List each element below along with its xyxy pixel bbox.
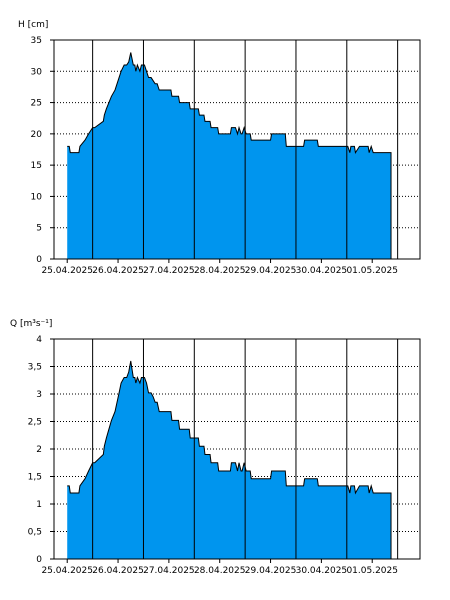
y-tick-label: 5 — [36, 224, 42, 234]
x-tick-label: 28.04.2025 — [194, 566, 246, 576]
y-axis-label: Q [m³s⁻¹] — [10, 319, 52, 329]
y-tick-label: 1 — [36, 500, 42, 510]
area-fill — [67, 361, 392, 559]
y-tick-label: 0 — [36, 255, 42, 265]
y-tick-label: 35 — [31, 36, 42, 46]
y-tick-label: 0 — [36, 555, 42, 565]
water-level-chart: 0 5 10 15 20 25 30 35 25.04.2025 26.04.2025 27.04.… — [18, 20, 421, 276]
y-tick-label: 2 — [36, 445, 42, 455]
y-tick-label: 3 — [36, 390, 42, 400]
x-tick-label: 29.04.2025 — [245, 566, 297, 576]
y-tick-label: 3,5 — [28, 363, 42, 373]
y-tick-label: 10 — [31, 192, 43, 202]
y-tick-label: 0,5 — [28, 528, 42, 538]
y-tick-label: 25 — [31, 99, 42, 109]
x-tick-label: 01.05.2025 — [346, 566, 398, 576]
x-tick-label: 25.04.2025 — [41, 566, 93, 576]
x-tick-label: 30.04.2025 — [296, 266, 348, 276]
x-tick-label: 29.04.2025 — [245, 266, 297, 276]
discharge-chart: 0 0,5 1 1,5 2 2,5 3 3,5 4 25.04.2025 26.04.2025 27.… — [10, 319, 421, 576]
plot-frame — [53, 39, 421, 260]
x-tick-label: 25.04.2025 — [41, 266, 93, 276]
area-fill — [67, 52, 392, 260]
y-tick-label: 2,5 — [28, 418, 42, 428]
y-tick-label: 15 — [31, 161, 42, 171]
y-tick-label: 4 — [36, 335, 42, 345]
x-tick-label: 30.04.2025 — [296, 566, 348, 576]
y-tick-label: 1,5 — [28, 473, 42, 483]
series-line — [67, 360, 392, 559]
y-tick-label: 20 — [31, 130, 43, 140]
y-axis-label: H [cm] — [18, 20, 48, 30]
x-tick-label: 26.04.2025 — [92, 266, 144, 276]
x-tick-label: 28.04.2025 — [194, 266, 246, 276]
x-tick-label: 27.04.2025 — [143, 266, 195, 276]
x-tick-label: 01.05.2025 — [346, 266, 398, 276]
x-tick-label: 27.04.2025 — [143, 566, 195, 576]
series-line — [67, 52, 392, 259]
y-tick-label: 30 — [31, 67, 43, 77]
x-tick-label: 26.04.2025 — [92, 566, 144, 576]
